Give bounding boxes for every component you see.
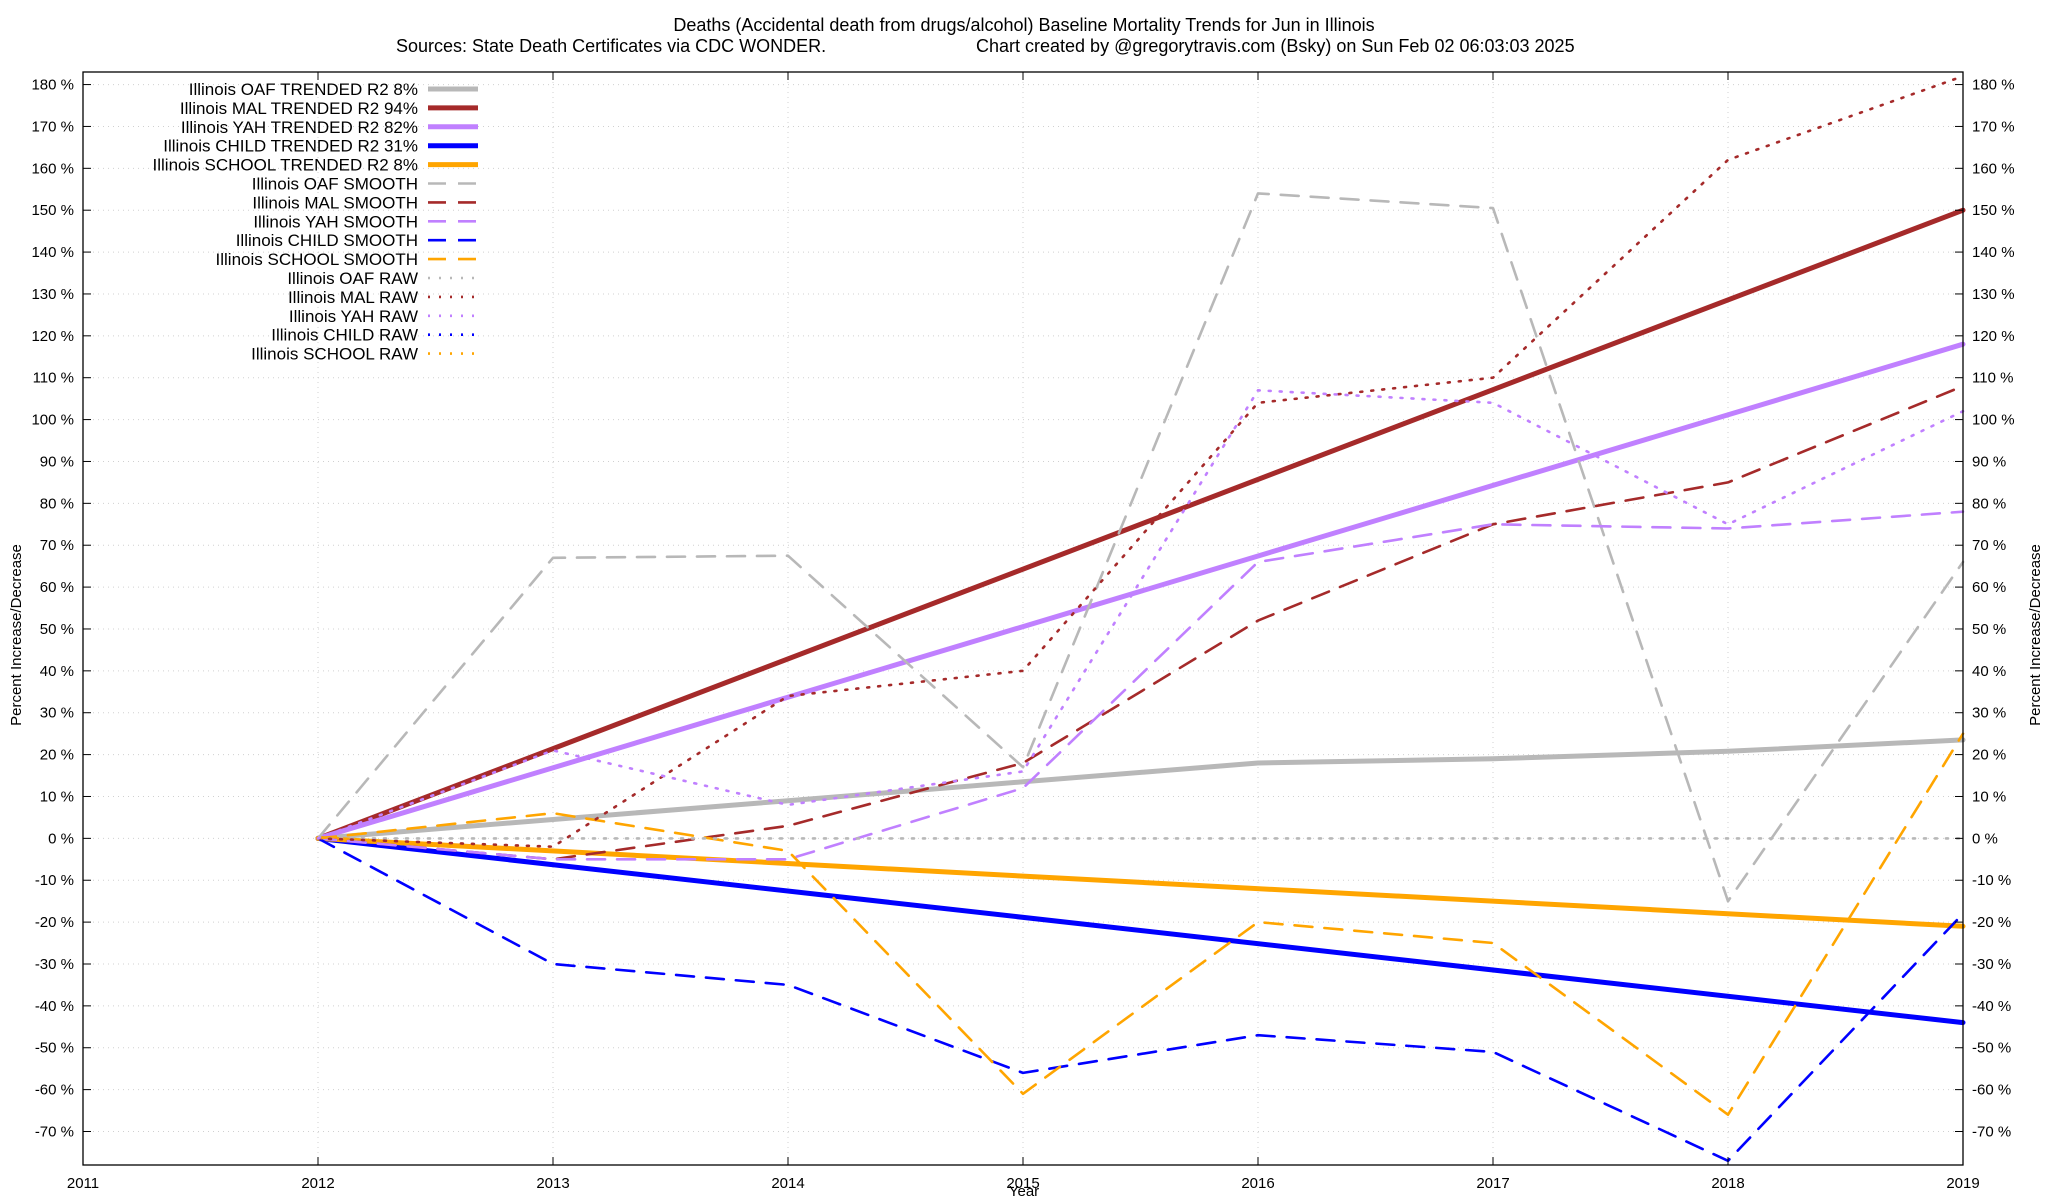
y-tick-label-left: 10 % — [40, 788, 74, 805]
y-tick-label-right: 70 % — [1972, 537, 2006, 554]
y-tick-label-right: 120 % — [1972, 328, 2015, 345]
y-tick-label-left: -60 % — [35, 1082, 74, 1099]
y-tick-label-right: 150 % — [1972, 202, 2015, 219]
y-tick-label-left: -30 % — [35, 956, 74, 973]
y-tick-label-left: 90 % — [40, 453, 74, 470]
series-group — [315, 74, 1966, 1163]
axes: 2011 2012 2013 2014 2015 2016 2017 2018 2019 180 … — [31, 72, 2015, 1192]
series-line-2 — [315, 341, 1966, 841]
x-tick-label: 2016 — [1241, 1175, 1274, 1192]
y-tick-label-left: 140 % — [31, 244, 74, 261]
y-tick-label-left: 70 % — [40, 537, 74, 554]
y-tick-label-right: 80 % — [1972, 495, 2006, 512]
legend-label: Illinois CHILD TRENDED R2 31% — [163, 137, 418, 156]
y-tick-label-left: 30 % — [40, 705, 74, 722]
series-line-3 — [315, 835, 1966, 1026]
series-line-1 — [315, 207, 1966, 841]
x-tick-label: 2019 — [1946, 1175, 1979, 1192]
y-tick-label-left: 50 % — [40, 621, 74, 638]
legend-label: Illinois SCHOOL RAW — [251, 345, 418, 364]
x-tick-label: 2015 — [1006, 1175, 1039, 1192]
y-tick-label-right: 100 % — [1972, 412, 2015, 429]
legend-label: Illinois SCHOOL SMOOTH — [216, 250, 418, 269]
y-tick-label-right: 30 % — [1972, 705, 2006, 722]
y-tick-label-left: 0 % — [48, 830, 74, 847]
y-tick-label-left: 130 % — [31, 286, 74, 303]
legend-label: Illinois MAL TRENDED R2 94% — [180, 99, 418, 118]
y-tick-label-right: 50 % — [1972, 621, 2006, 638]
x-tick-label: 2017 — [1476, 1175, 1509, 1192]
y-tick-label-left: 180 % — [31, 77, 74, 94]
legend-label: Illinois OAF RAW — [287, 269, 418, 288]
series-line-6 — [316, 384, 1965, 861]
legend-label: Illinois OAF SMOOTH — [252, 175, 418, 194]
x-tick-label: 2012 — [301, 1175, 334, 1192]
y-tick-label-right: -30 % — [1972, 956, 2011, 973]
legend-label: Illinois CHILD SMOOTH — [236, 231, 418, 250]
y-tick-label-left: -50 % — [35, 1040, 74, 1057]
y-tick-label-right: -60 % — [1972, 1082, 2011, 1099]
y-tick-label-left: 110 % — [33, 370, 74, 387]
y-tick-label-right: 140 % — [1972, 244, 2015, 261]
y-tick-label-right: 130 % — [1972, 286, 2015, 303]
y-tick-label-left: -10 % — [35, 872, 74, 889]
y-tick-label-right: -10 % — [1972, 872, 2011, 889]
series-line-9 — [316, 732, 1965, 1116]
legend: Illinois OAF TRENDED R2 8%Illinois MAL T… — [153, 80, 478, 364]
y-tick-label-left: 120 % — [31, 328, 74, 345]
y-tick-label-left: 80 % — [40, 495, 74, 512]
legend-label: Illinois MAL RAW — [288, 288, 418, 307]
series-line-0 — [315, 737, 1966, 841]
legend-label: Illinois SCHOOL TRENDED R2 8% — [153, 156, 418, 175]
y-tick-label-right: 0 % — [1972, 830, 1998, 847]
x-tick-label: 2018 — [1711, 1175, 1744, 1192]
y-tick-label-left: 100 % — [31, 412, 74, 429]
y-tick-label-right: -40 % — [1972, 998, 2011, 1015]
chart-subtitle-source: Sources: State Death Certificates via CD… — [396, 36, 826, 56]
x-tick-label: 2014 — [771, 1175, 804, 1192]
chart-title: Deaths (Accidental death from drugs/alco… — [673, 15, 1374, 35]
series-line-8 — [316, 837, 1965, 1163]
y-tick-label-right: 40 % — [1972, 663, 2006, 680]
legend-label: Illinois YAH RAW — [289, 307, 418, 326]
legend-label: Illinois MAL SMOOTH — [252, 193, 418, 212]
y-tick-label-right: 110 % — [1972, 370, 2013, 387]
x-axis-title: Year — [1009, 1183, 1039, 1200]
series-line-11 — [316, 74, 1965, 849]
y-tick-label-left: 170 % — [31, 118, 74, 135]
y-tick-label-left: 150 % — [31, 202, 74, 219]
y-tick-label-right: -20 % — [1972, 914, 2011, 931]
y-tick-label-left: 160 % — [31, 160, 74, 177]
y-tick-label-left: 20 % — [40, 747, 74, 764]
y-tick-label-left: 40 % — [40, 663, 74, 680]
x-tick-label: 2011 — [67, 1175, 99, 1192]
y-tick-label-right: 170 % — [1972, 118, 2015, 135]
y-tick-label-right: -50 % — [1972, 1040, 2011, 1057]
series-line-4 — [315, 835, 1966, 929]
y-tick-label-left: -70 % — [35, 1123, 74, 1140]
y-axis-title-left: Percent Increase/Decrease — [8, 544, 25, 726]
series-line-7 — [316, 510, 1965, 861]
y-tick-label-left: 60 % — [40, 579, 74, 596]
y-tick-label-right: 160 % — [1972, 160, 2015, 177]
series-line-5 — [316, 192, 1965, 903]
y-tick-label-right: 20 % — [1972, 747, 2006, 764]
y-tick-label-right: 180 % — [1972, 77, 2015, 94]
x-tick-label: 2013 — [536, 1175, 569, 1192]
y-tick-label-right: -70 % — [1972, 1123, 2011, 1140]
y-tick-label-right: 10 % — [1972, 788, 2006, 805]
y-tick-label-left: -40 % — [35, 998, 74, 1015]
legend-label: Illinois YAH SMOOTH — [253, 212, 418, 231]
legend-label: Illinois YAH TRENDED R2 82% — [181, 118, 418, 137]
y-tick-label-right: 60 % — [1972, 579, 2006, 596]
legend-label: Illinois OAF TRENDED R2 8% — [189, 80, 418, 99]
legend-label: Illinois CHILD RAW — [271, 326, 418, 345]
y-axis-title-right: Percent Increase/Decrease — [2027, 544, 2044, 726]
y-tick-label-right: 90 % — [1972, 453, 2006, 470]
chart-subtitle-credit: Chart created by @gregorytravis.com (Bsk… — [976, 36, 1575, 56]
y-tick-label-left: -20 % — [35, 914, 74, 931]
